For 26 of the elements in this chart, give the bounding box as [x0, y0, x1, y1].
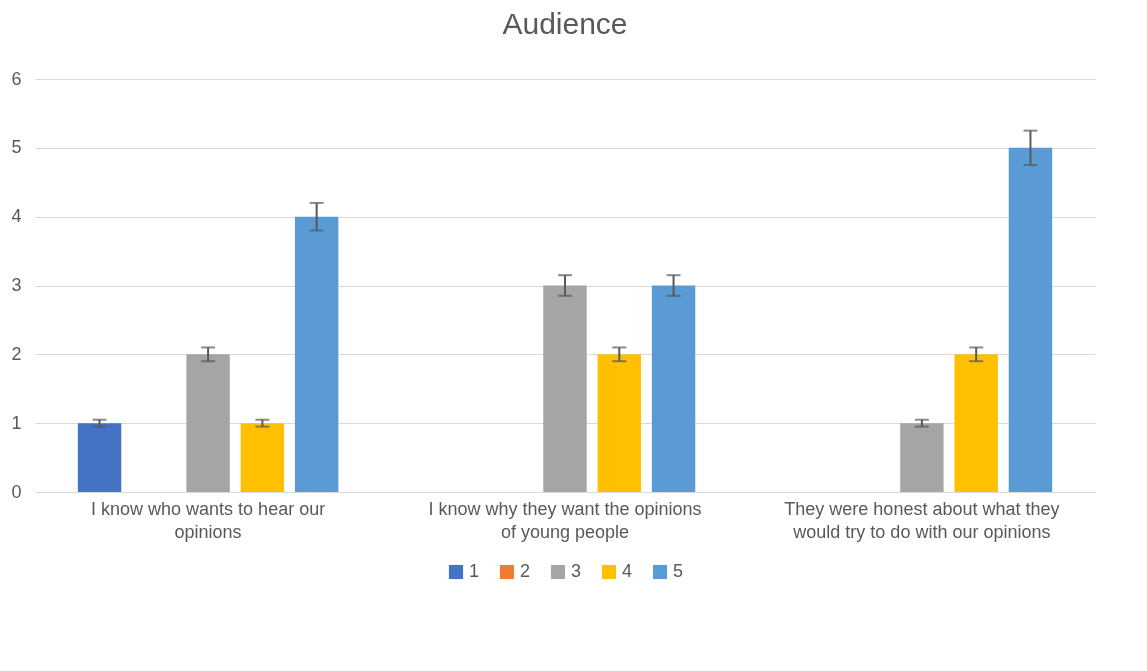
- bar: [240, 423, 285, 492]
- bar: [954, 354, 998, 492]
- bar: [651, 285, 696, 492]
- chart-title: Audience: [502, 7, 628, 40]
- y-tick-label: 1: [11, 412, 22, 433]
- y-tick-label: 5: [11, 137, 22, 158]
- x-tick-label: I know why they want the opinions of young people: [428, 498, 702, 542]
- bar: [294, 216, 339, 492]
- y-tick-label: 3: [11, 275, 22, 295]
- x-tick-label: They were honest about what they would try to do with our opinions: [784, 498, 1060, 542]
- y-tick-label: 0: [11, 481, 22, 502]
- bar: [186, 354, 230, 492]
- bar: [900, 423, 944, 492]
- legend-label: 2: [520, 561, 531, 581]
- bar: [1008, 147, 1053, 492]
- bar: [597, 354, 641, 492]
- y-tick-label: 2: [11, 343, 22, 364]
- x-tick-label: I know who wants to hear our opinions: [91, 498, 326, 542]
- legend-label: 1: [469, 561, 480, 581]
- legend-label: 5: [673, 561, 684, 581]
- y-tick-label: 4: [11, 206, 22, 227]
- legend-label: 4: [622, 561, 633, 581]
- y-tick-label: 6: [11, 68, 22, 89]
- legend-label: 3: [571, 561, 582, 581]
- bar: [77, 423, 122, 492]
- bar: [543, 285, 587, 492]
